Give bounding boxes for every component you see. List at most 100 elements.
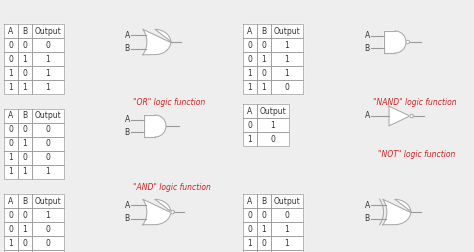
Polygon shape [18, 165, 32, 179]
Polygon shape [32, 24, 64, 38]
Polygon shape [257, 208, 271, 222]
Text: 1: 1 [46, 168, 50, 176]
Text: Output: Output [35, 111, 61, 120]
Polygon shape [4, 52, 18, 66]
Polygon shape [389, 106, 410, 126]
Polygon shape [32, 236, 64, 250]
Polygon shape [143, 29, 171, 55]
Text: 0: 0 [271, 135, 275, 143]
Text: 0: 0 [9, 41, 13, 49]
Polygon shape [32, 123, 64, 137]
Text: 0: 0 [284, 210, 290, 219]
Polygon shape [32, 109, 64, 123]
Text: 1: 1 [9, 153, 13, 163]
Text: B: B [22, 26, 27, 36]
Polygon shape [4, 66, 18, 80]
Text: 1: 1 [9, 238, 13, 247]
Polygon shape [410, 114, 413, 118]
Polygon shape [32, 66, 64, 80]
Text: 1: 1 [284, 69, 289, 78]
Text: 0: 0 [262, 69, 266, 78]
Text: 0: 0 [9, 225, 13, 234]
Polygon shape [4, 109, 18, 123]
Text: "OR" logic function: "OR" logic function [133, 98, 205, 107]
Polygon shape [271, 222, 303, 236]
Polygon shape [257, 250, 271, 252]
Text: A: A [125, 201, 130, 210]
Polygon shape [271, 38, 303, 52]
Text: 0: 0 [284, 82, 290, 91]
Polygon shape [257, 52, 271, 66]
Text: Output: Output [273, 197, 301, 205]
Text: 0: 0 [247, 120, 253, 130]
Polygon shape [32, 38, 64, 52]
Polygon shape [257, 118, 289, 132]
Text: "NOT" logic function: "NOT" logic function [378, 150, 456, 159]
Text: 1: 1 [46, 210, 50, 219]
Text: B: B [125, 44, 130, 53]
Text: A: A [9, 26, 14, 36]
Polygon shape [32, 194, 64, 208]
Text: B: B [365, 44, 370, 53]
Text: 1: 1 [247, 238, 252, 247]
Polygon shape [257, 38, 271, 52]
Text: A: A [365, 201, 370, 210]
Text: 0: 0 [46, 238, 50, 247]
Text: 1: 1 [262, 225, 266, 234]
Text: Output: Output [35, 197, 61, 205]
Text: 0: 0 [46, 125, 50, 135]
Text: 0: 0 [46, 41, 50, 49]
Text: 1: 1 [9, 82, 13, 91]
Text: A: A [9, 197, 14, 205]
Polygon shape [32, 80, 64, 94]
Text: A: A [247, 107, 253, 115]
Text: 0: 0 [46, 225, 50, 234]
Polygon shape [18, 194, 32, 208]
Polygon shape [18, 109, 32, 123]
Text: A: A [247, 197, 253, 205]
Text: 0: 0 [262, 210, 266, 219]
Polygon shape [4, 208, 18, 222]
Text: 1: 1 [247, 135, 252, 143]
Polygon shape [32, 137, 64, 151]
Polygon shape [271, 66, 303, 80]
Text: 0: 0 [9, 140, 13, 148]
Polygon shape [384, 31, 406, 53]
Polygon shape [271, 24, 303, 38]
Text: A: A [9, 111, 14, 120]
Text: A: A [125, 31, 130, 40]
Polygon shape [243, 38, 257, 52]
Polygon shape [271, 208, 303, 222]
Polygon shape [18, 24, 32, 38]
Polygon shape [32, 222, 64, 236]
Polygon shape [18, 208, 32, 222]
Text: 1: 1 [247, 69, 252, 78]
Polygon shape [4, 222, 18, 236]
Text: B: B [125, 128, 130, 137]
Polygon shape [18, 123, 32, 137]
Text: 1: 1 [284, 54, 289, 64]
Polygon shape [243, 208, 257, 222]
Text: A: A [365, 31, 370, 40]
Polygon shape [243, 104, 257, 118]
Polygon shape [243, 118, 257, 132]
Text: 0: 0 [9, 54, 13, 64]
Text: 0: 0 [247, 210, 253, 219]
Polygon shape [4, 38, 18, 52]
Polygon shape [4, 80, 18, 94]
Text: 0: 0 [262, 41, 266, 49]
Text: 1: 1 [46, 54, 50, 64]
Polygon shape [257, 24, 271, 38]
Text: 1: 1 [9, 69, 13, 78]
Polygon shape [143, 199, 171, 225]
Text: 0: 0 [247, 54, 253, 64]
Polygon shape [4, 250, 18, 252]
Text: Output: Output [35, 26, 61, 36]
Text: Output: Output [260, 107, 286, 115]
Polygon shape [4, 123, 18, 137]
Polygon shape [257, 104, 289, 118]
Text: 1: 1 [284, 238, 289, 247]
Polygon shape [18, 38, 32, 52]
Polygon shape [32, 165, 64, 179]
Text: 1: 1 [262, 82, 266, 91]
